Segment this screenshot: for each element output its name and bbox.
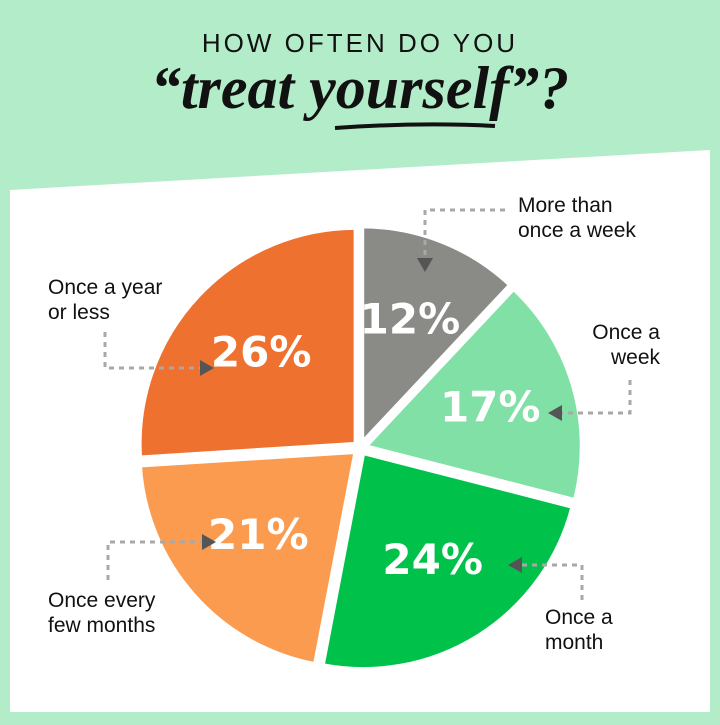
pie-slice — [137, 449, 358, 667]
chart-subtitle: “treat yourself”? — [151, 55, 569, 121]
pie-slice — [320, 450, 575, 672]
arrow — [106, 540, 202, 580]
arrow — [423, 208, 505, 258]
category-label: Once a year or less — [48, 276, 163, 324]
value-label: 24% — [382, 535, 483, 584]
pie-slice — [361, 286, 584, 503]
value-label: 17% — [440, 383, 541, 432]
category-label: Once a week — [592, 321, 660, 369]
value-label: 26% — [211, 328, 312, 377]
arrow — [562, 380, 632, 415]
arrow — [522, 563, 584, 600]
underline — [334, 122, 496, 130]
arrow-head — [200, 360, 214, 376]
pie: 12% 17% 24% 21% 26% — [137, 224, 584, 672]
chart-title: HOW OFTEN DO YOU — [202, 28, 518, 58]
value-label: 21% — [208, 510, 309, 559]
category-label: Once every few months — [48, 589, 156, 637]
pie-slice — [360, 224, 513, 448]
arrow-head — [202, 534, 216, 550]
category-label: More than once a week — [518, 194, 636, 242]
arrows — [103, 208, 632, 600]
value-label: 12% — [360, 294, 461, 343]
pie-slice — [137, 225, 358, 460]
arrow-head — [417, 258, 433, 272]
arrow-head — [508, 557, 522, 573]
arrow — [103, 332, 200, 370]
arrow-head — [548, 405, 562, 421]
category-label: Once a month — [545, 606, 613, 654]
